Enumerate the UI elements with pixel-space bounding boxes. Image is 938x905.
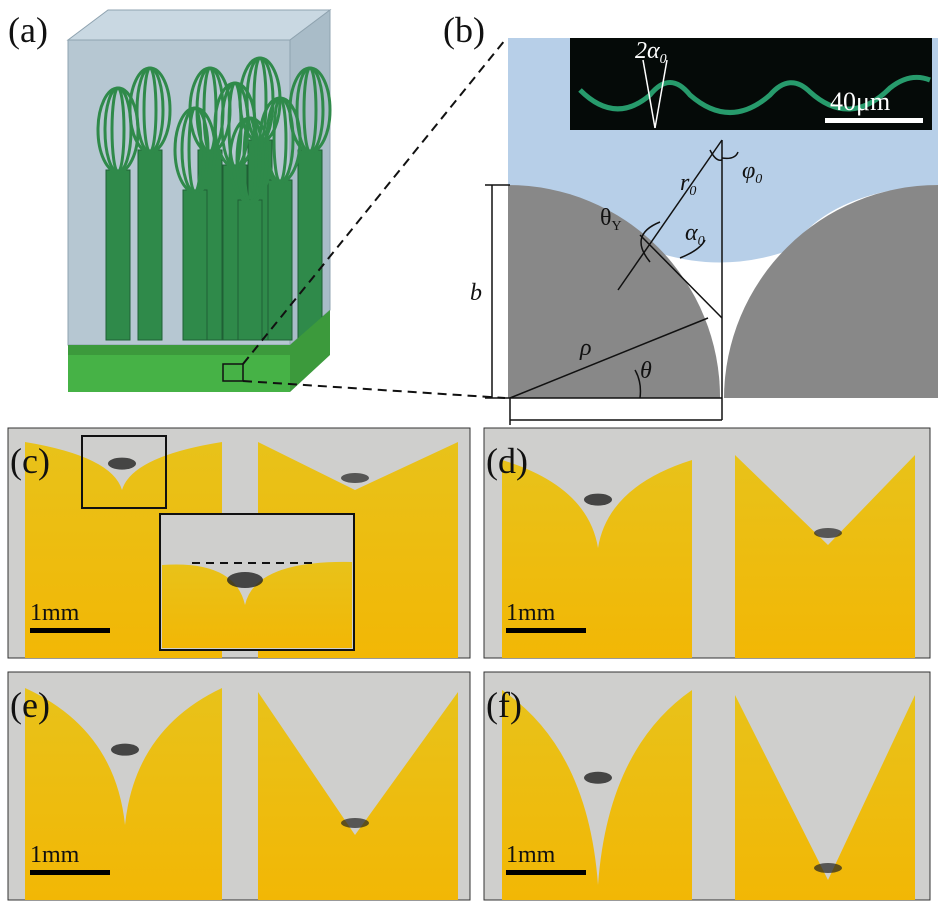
- panel-label: (e): [10, 685, 50, 725]
- scale-bar-label: 1mm: [506, 842, 556, 868]
- drop: [584, 494, 612, 506]
- panel-c: 1mm (c): [8, 428, 470, 658]
- b-label: b: [470, 280, 482, 306]
- photo-panels: 1mm (c) 1mm (d) 1mm (e) 1mm (f): [8, 428, 930, 900]
- panel-f: 1mm (f): [484, 672, 930, 900]
- drop: [814, 863, 842, 873]
- drop: [227, 572, 263, 588]
- rho-label: ρ: [579, 335, 592, 361]
- drop: [108, 458, 136, 470]
- scale-bar: [825, 118, 923, 123]
- drop: [814, 528, 842, 538]
- box-top: [68, 10, 330, 40]
- scale-bar-label: 1mm: [30, 842, 80, 868]
- panel-e: 1mm (e): [8, 672, 470, 900]
- panel-label: (c): [10, 441, 50, 481]
- theta-label: θ: [640, 358, 652, 384]
- scale-bar-label: 1mm: [506, 600, 556, 626]
- drop: [341, 818, 369, 828]
- scale-bar-label: 1mm: [30, 600, 80, 626]
- micrograph: [570, 38, 932, 130]
- panel-label: (d): [486, 441, 528, 481]
- drop: [111, 744, 139, 756]
- panel-b: 2α0 40μm r0 φ0 θY α0 b ρ θ (b): [443, 10, 938, 425]
- panel-d: 1mm (d): [484, 428, 930, 658]
- drop: [584, 772, 612, 784]
- panel-a: (a): [8, 10, 505, 398]
- scale-bar: [30, 870, 110, 875]
- base-front: [68, 355, 290, 392]
- scale-bar: [30, 628, 110, 633]
- scale-bar: [506, 870, 586, 875]
- pillar: [106, 170, 130, 340]
- scale-bar-label: 40μm: [830, 87, 890, 116]
- pillar: [298, 150, 322, 340]
- panel-label: (a): [8, 10, 48, 50]
- panel-label: (b): [443, 10, 485, 50]
- scale-bar: [506, 628, 586, 633]
- pillar: [138, 150, 162, 340]
- figure: (a) 2α0 40μm r0 φ0: [0, 0, 938, 905]
- pillar: [268, 180, 292, 340]
- pillar: [183, 190, 207, 340]
- pillar: [238, 200, 262, 340]
- drop: [341, 473, 369, 483]
- panel-label: (f): [486, 685, 522, 725]
